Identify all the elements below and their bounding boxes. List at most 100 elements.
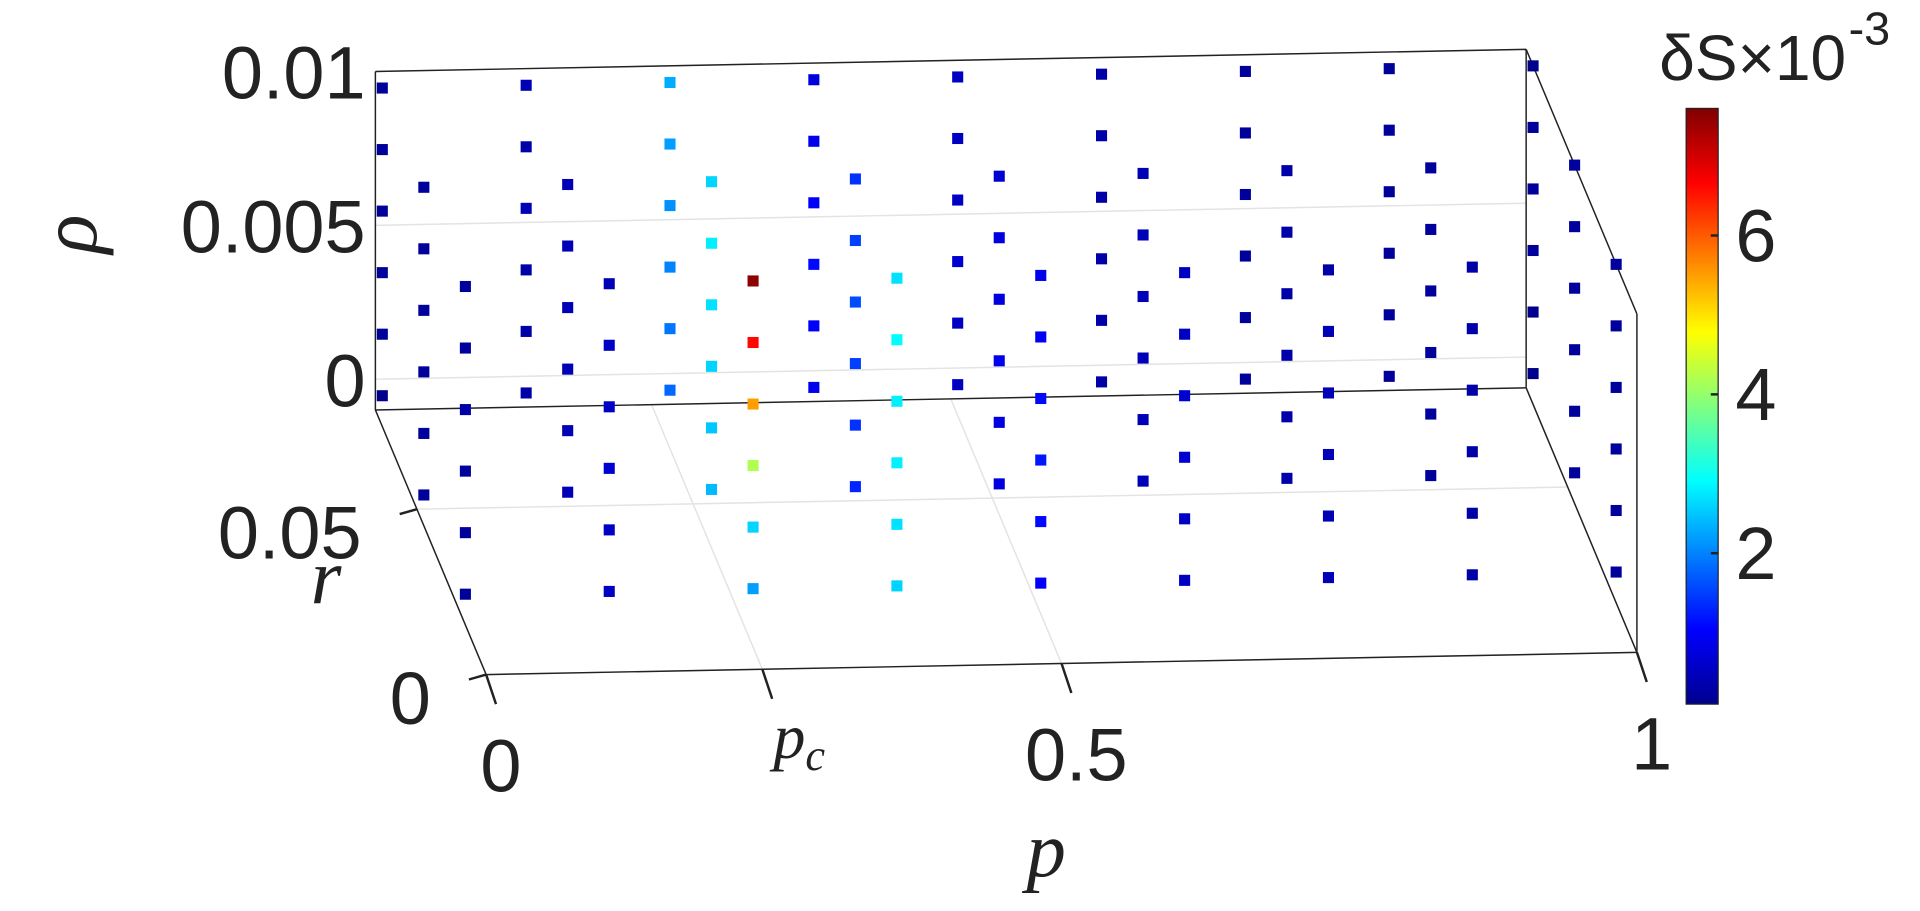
point bbox=[1383, 63, 1395, 75]
x-tick-label: 0 bbox=[480, 725, 521, 808]
point bbox=[1035, 577, 1047, 589]
point bbox=[1137, 352, 1149, 364]
point bbox=[849, 419, 861, 431]
point bbox=[849, 234, 861, 247]
point bbox=[808, 74, 820, 86]
point bbox=[747, 336, 759, 349]
point bbox=[747, 521, 759, 533]
point bbox=[1137, 290, 1149, 303]
point bbox=[562, 302, 574, 314]
point bbox=[376, 144, 388, 156]
point bbox=[1383, 370, 1395, 382]
point bbox=[1281, 349, 1293, 361]
point bbox=[952, 256, 964, 268]
point bbox=[664, 200, 676, 212]
point bbox=[808, 258, 820, 270]
point bbox=[1322, 448, 1334, 461]
point bbox=[1239, 373, 1251, 385]
point bbox=[664, 384, 676, 396]
point bbox=[1179, 451, 1191, 463]
point bbox=[1569, 467, 1581, 479]
tick bbox=[468, 673, 487, 681]
point bbox=[603, 524, 615, 536]
point bbox=[849, 173, 861, 185]
point bbox=[1466, 261, 1478, 273]
point bbox=[1569, 159, 1581, 171]
grid-line bbox=[650, 404, 764, 670]
point bbox=[459, 342, 471, 354]
point bbox=[1383, 309, 1395, 321]
point bbox=[993, 293, 1005, 305]
point bbox=[664, 261, 676, 273]
point bbox=[706, 237, 718, 249]
y-axis-label: r bbox=[311, 534, 342, 621]
point bbox=[603, 585, 615, 597]
point bbox=[891, 395, 903, 407]
point bbox=[1179, 267, 1191, 279]
axis-edge bbox=[1525, 387, 1638, 653]
point bbox=[459, 404, 471, 416]
tick bbox=[399, 508, 418, 516]
point bbox=[891, 580, 903, 592]
point bbox=[1239, 312, 1251, 324]
x-tick-label: 1 bbox=[1631, 702, 1672, 785]
point bbox=[1466, 323, 1478, 335]
point bbox=[1179, 390, 1191, 402]
point bbox=[1466, 384, 1478, 396]
point bbox=[418, 427, 430, 439]
point bbox=[1610, 258, 1622, 270]
point bbox=[1096, 130, 1108, 142]
point bbox=[747, 460, 759, 472]
point bbox=[952, 132, 964, 145]
point bbox=[747, 275, 759, 287]
point bbox=[849, 481, 861, 493]
point bbox=[1096, 191, 1108, 203]
point bbox=[376, 390, 388, 402]
point bbox=[1322, 325, 1334, 337]
point bbox=[520, 141, 532, 153]
point bbox=[993, 478, 1005, 490]
point bbox=[1569, 282, 1581, 294]
point bbox=[664, 323, 676, 335]
point bbox=[1383, 186, 1395, 198]
point bbox=[520, 202, 532, 214]
point bbox=[376, 267, 388, 279]
x-axis-label: p bbox=[1021, 807, 1065, 894]
point bbox=[808, 320, 820, 332]
tick bbox=[1635, 652, 1648, 683]
tick bbox=[761, 668, 774, 700]
point bbox=[459, 527, 471, 539]
point bbox=[952, 194, 964, 206]
point bbox=[418, 304, 430, 316]
point bbox=[520, 79, 532, 91]
point bbox=[1527, 306, 1539, 318]
point bbox=[1425, 285, 1437, 297]
point bbox=[1322, 264, 1334, 276]
colorbar-tick-label: 6 bbox=[1735, 194, 1776, 277]
point bbox=[1096, 376, 1108, 388]
point bbox=[993, 355, 1005, 367]
point bbox=[1383, 247, 1395, 259]
point bbox=[1527, 121, 1539, 133]
point bbox=[891, 518, 903, 530]
point bbox=[952, 71, 964, 83]
z-axis-label: ρ bbox=[24, 214, 114, 256]
point bbox=[1281, 165, 1293, 177]
point bbox=[1610, 443, 1622, 455]
point bbox=[891, 457, 903, 469]
point bbox=[376, 328, 388, 340]
point bbox=[706, 422, 718, 434]
point bbox=[808, 135, 820, 147]
point bbox=[1569, 344, 1581, 356]
point bbox=[1425, 346, 1437, 359]
point bbox=[1527, 60, 1539, 72]
point bbox=[459, 280, 471, 293]
point bbox=[1610, 320, 1622, 332]
point bbox=[1281, 226, 1293, 238]
point bbox=[1569, 405, 1581, 417]
point bbox=[1137, 475, 1149, 487]
point bbox=[993, 232, 1005, 244]
z-tick-label: 0.005 bbox=[181, 185, 366, 268]
axis-edge bbox=[1525, 49, 1638, 315]
